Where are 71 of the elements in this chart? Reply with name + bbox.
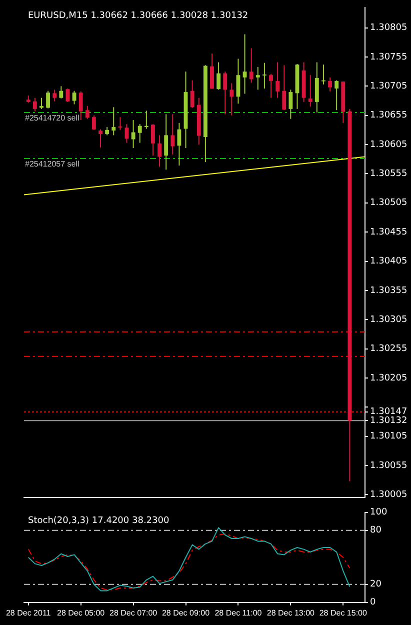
chart-title: EURUSD,M15 1.30662 1.30666 1.30028 1.30132: [28, 11, 248, 22]
candlestick: [59, 86, 64, 99]
candlestick: [223, 71, 228, 115]
candlestick: [85, 106, 90, 120]
y-tick-label: 1.30305: [370, 314, 408, 325]
candlestick: [230, 82, 234, 116]
y-tick-label: 1.30805: [370, 23, 408, 34]
ref-line-label: #25414720 sell: [25, 114, 80, 123]
candlestick: [98, 128, 102, 148]
candlestick: [131, 120, 136, 149]
candlestick: [276, 62, 280, 98]
candlestick: [328, 76, 332, 92]
y-tick-label: 1.30455: [370, 227, 408, 238]
y-tick-label: 1.30147: [370, 407, 408, 418]
y-tick-label: 1.30405: [370, 256, 408, 267]
candlestick: [249, 48, 254, 84]
y-tick-label: 20: [370, 580, 382, 590]
y-tick-label: 1.30605: [370, 140, 408, 150]
candlestick: [138, 124, 142, 144]
candlestick: [177, 122, 182, 166]
candlestick: [256, 66, 260, 90]
candlestick: [112, 106, 116, 136]
chart-title: Stoch(20,3,3) 17.4200 38.2300: [28, 516, 170, 526]
candlestick: [242, 34, 247, 94]
y-tick-label: 1.30555: [370, 169, 408, 180]
candlestick: [288, 89, 293, 120]
y-tick-label: 100: [370, 508, 388, 518]
ref-line-label: #25412057 sell: [25, 160, 80, 169]
y-tick-label: 0: [370, 598, 376, 608]
y-tick-label: 1.30005: [370, 490, 408, 500]
candlestick: [164, 114, 168, 170]
candlestick: [78, 90, 83, 121]
y-tick-label: 1.30655: [370, 110, 408, 121]
candlestick: [151, 124, 155, 156]
y-tick-label: 1.30055: [370, 460, 408, 471]
candlestick: [118, 116, 122, 130]
candlestick: [158, 134, 162, 168]
candlestick: [32, 97, 37, 112]
candlestick: [46, 90, 50, 109]
y-tick-label: 1.30355: [370, 286, 408, 296]
x-tick-label: 28 Dec 07:00: [110, 608, 158, 618]
candlestick: [269, 73, 273, 98]
x-tick-label: 28 Dec 05:00: [57, 608, 106, 618]
candlestick: [216, 62, 221, 90]
candlestick: [262, 62, 266, 90]
y-tick-label: 1.30505: [370, 198, 408, 208]
x-tick-label: 28 Dec 09:00: [162, 608, 210, 618]
candlestick: [66, 88, 70, 102]
x-tick-label: 28 Dec 11:00: [214, 608, 262, 618]
candlestick: [314, 62, 319, 113]
y-tick-label: 1.30105: [370, 432, 408, 442]
y-tick-label: 1.30755: [370, 52, 408, 62]
y-tick-label: 80: [370, 526, 382, 536]
candlestick: [170, 114, 175, 155]
y-tick-label: 1.30205: [370, 373, 408, 384]
x-tick-label: 28 Dec 15:00: [319, 608, 368, 618]
candlestick: [308, 74, 312, 108]
y-tick-label: 1.30255: [370, 344, 408, 354]
candlestick: [40, 97, 44, 110]
candlestick: [282, 64, 286, 111]
candlestick: [190, 80, 194, 108]
x-tick-label: 28 Dec 2011: [6, 608, 52, 618]
candlestick: [92, 114, 96, 130]
candlestick: [72, 90, 76, 105]
candlestick: [210, 53, 214, 90]
y-tick-label: 1.30705: [370, 82, 408, 92]
y-tick-label: 1.30132: [370, 416, 408, 426]
candlestick: [322, 64, 326, 85]
candlestick: [52, 89, 57, 102]
candlestick: [334, 80, 339, 111]
x-tick-label: 28 Dec 13:00: [266, 608, 316, 618]
